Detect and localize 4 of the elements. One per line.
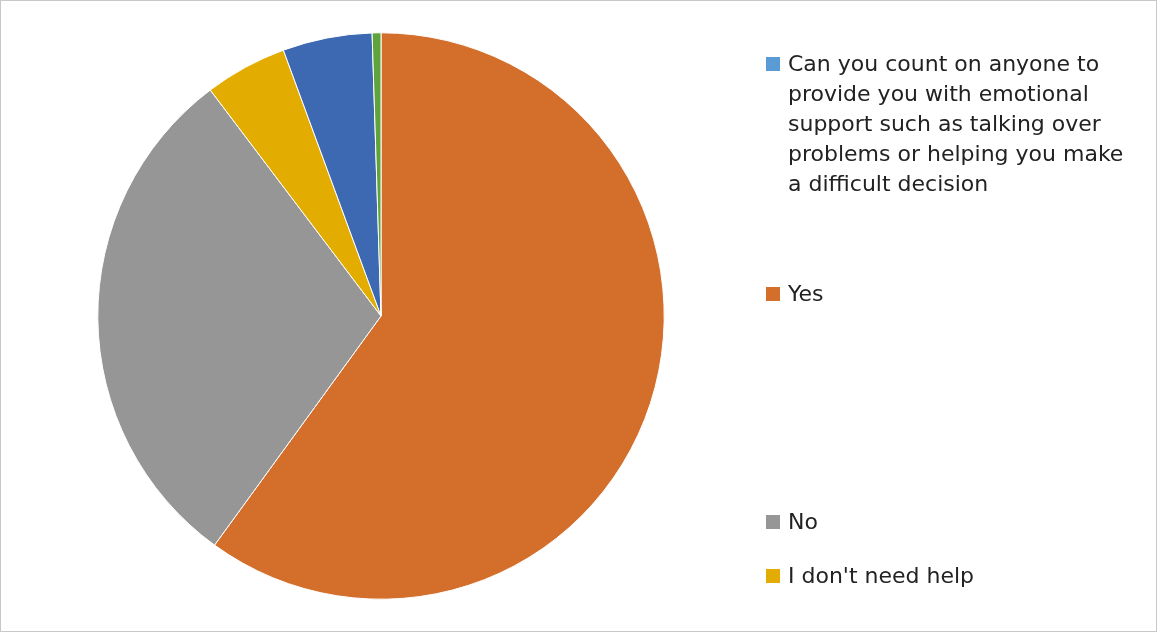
legend-label: I don't need help — [788, 562, 975, 590]
legend-label: Can you count on anyone to provide you with emotional support such as talking over problems or helping you make a difficult decision — [788, 50, 1125, 198]
legend-label: Yes — [788, 280, 824, 308]
legend-label: No — [788, 508, 818, 536]
